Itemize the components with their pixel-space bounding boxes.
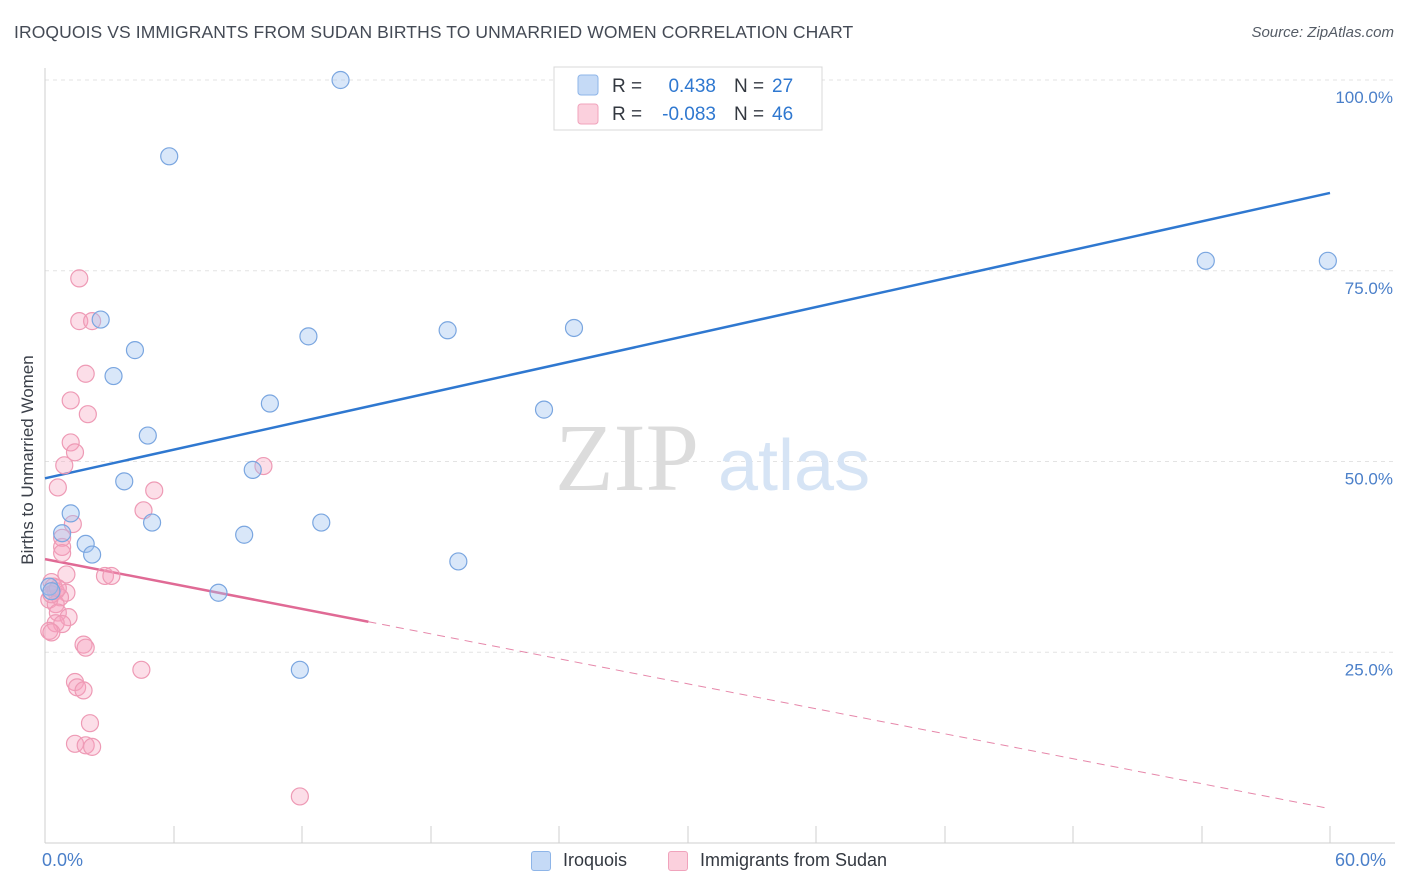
y-tick-label-2: 75.0% — [1345, 279, 1393, 298]
point-sudan-1 — [70, 312, 89, 331]
y-tick-label-1: 50.0% — [1345, 470, 1393, 489]
point-iroquois-18 — [76, 534, 95, 554]
point-iroquois-23 — [1196, 251, 1215, 270]
legend-item-iroquois: Iroquois — [531, 850, 627, 871]
point-sudan-4 — [61, 391, 80, 410]
legend-swatch-iroquois — [577, 74, 599, 96]
bottom-legend: 0.0% Iroquois Immigrants from Sudan 60.0… — [0, 850, 1406, 880]
y-axis-label-group: Births to Unmarried Women — [18, 355, 37, 564]
point-sudan-9 — [254, 456, 273, 476]
stats-legend: R = 0.438 N = 27 R = -0.083 N = 46 — [553, 66, 823, 131]
point-sudan-11 — [145, 481, 164, 500]
point-iroquois-22 — [290, 660, 309, 679]
trend-line-sudan — [44, 557, 369, 623]
point-iroquois-20 — [449, 552, 468, 571]
point-sudan-17 — [57, 565, 76, 584]
point-iroquois-7 — [564, 318, 584, 338]
point-sudan-35 — [132, 660, 151, 679]
y-tick-labels: 25.0% 50.0% 75.0% 100.0% — [1335, 88, 1393, 679]
point-iroquois-3 — [125, 341, 145, 360]
point-iroquois-15 — [53, 524, 72, 543]
point-iroquois-5 — [299, 327, 318, 346]
point-sudan-15 — [53, 537, 72, 557]
legend-r-value-1: 0.438 — [668, 76, 716, 97]
legend-swatch-sudan — [577, 103, 599, 125]
point-iroquois-12 — [243, 460, 262, 479]
point-iroquois-24 — [1318, 251, 1337, 270]
point-iroquois-0 — [331, 70, 350, 90]
point-iroquois-26 — [42, 582, 61, 601]
y-tick-label-0: 25.0% — [1345, 660, 1393, 679]
point-sudan-8 — [55, 456, 74, 475]
point-sudan-34 — [76, 638, 95, 657]
gridlines — [45, 79, 1395, 653]
point-iroquois-21 — [209, 583, 228, 602]
point-iroquois-14 — [142, 513, 162, 532]
y-axis-label: Births to Unmarried Women — [18, 355, 37, 564]
point-iroquois-8 — [260, 394, 279, 413]
x-tick-min: 0.0% — [42, 850, 83, 871]
watermark-zip: ZIP — [555, 404, 699, 511]
point-iroquois-2 — [91, 310, 110, 329]
source-label: Source: ZipAtlas.com — [1251, 24, 1394, 41]
point-iroquois-13 — [61, 504, 80, 523]
point-iroquois-10 — [138, 426, 157, 445]
legend-n-value-2: 46 — [772, 104, 793, 125]
point-iroquois-1 — [160, 147, 179, 166]
point-sudan-3 — [76, 364, 95, 383]
legend-r-label-2: R = — [612, 104, 642, 125]
legend-item-sudan: Immigrants from Sudan — [668, 850, 887, 871]
point-sudan-38 — [74, 681, 93, 700]
point-sudan-41 — [76, 736, 95, 755]
legend-r-value-2: -0.083 — [662, 104, 716, 125]
point-sudan-29 — [46, 614, 65, 633]
legend-n-value-1: 27 — [772, 76, 793, 97]
point-sudan-33 — [74, 635, 93, 654]
watermark-atlas: atlas — [718, 426, 870, 506]
point-sudan-18 — [95, 566, 115, 586]
point-sudan-5 — [78, 405, 97, 424]
legend-n-label-2: N = — [734, 104, 764, 125]
point-sudan-14 — [53, 528, 72, 547]
legend-label-sudan: Immigrants from Sudan — [700, 850, 888, 870]
point-sudan-0 — [70, 269, 89, 288]
watermark: ZIP atlas — [555, 404, 870, 511]
point-sudan-6 — [61, 433, 80, 452]
x-tick-min-label: 0.0% — [42, 850, 84, 870]
point-iroquois-19 — [83, 545, 102, 564]
y-tick-label-3: 100.0% — [1335, 88, 1393, 107]
point-iroquois-4 — [104, 366, 123, 386]
axes — [44, 68, 1395, 844]
trend-line-iroquois — [44, 191, 1331, 480]
chart-title: IROQUOIS VS IMMIGRANTS FROM SUDAN BIRTHS… — [14, 22, 854, 42]
legend-r-label-1: R = — [612, 76, 642, 97]
point-sudan-32 — [42, 623, 61, 642]
legend-swatch-iroquois-bottom — [531, 850, 551, 871]
point-sudan-19 — [102, 566, 121, 586]
series-sudan-points — [40, 269, 309, 806]
stats-legend-frame — [553, 66, 823, 131]
legend-n-label-1: N = — [734, 76, 764, 97]
x-tick-max: 60.0% — [1335, 850, 1386, 871]
point-sudan-10 — [48, 478, 67, 497]
point-sudan-39 — [80, 714, 100, 733]
point-iroquois-9 — [534, 400, 554, 419]
point-iroquois-17 — [312, 513, 331, 532]
point-iroquois-11 — [115, 472, 134, 491]
trend-line-sudan-extension — [368, 621, 1331, 810]
point-sudan-42 — [83, 737, 102, 756]
point-sudan-43 — [290, 787, 309, 806]
x-tick-max-label: 60.0% — [1335, 850, 1387, 870]
point-iroquois-6 — [438, 321, 457, 340]
legend-label-iroquois: Iroquois — [563, 850, 628, 870]
point-sudan-7 — [65, 443, 85, 462]
series-iroquois-points — [40, 70, 1337, 679]
point-sudan-16 — [53, 543, 72, 563]
legend-swatch-sudan-bottom — [668, 850, 688, 871]
point-iroquois-16 — [235, 525, 254, 544]
